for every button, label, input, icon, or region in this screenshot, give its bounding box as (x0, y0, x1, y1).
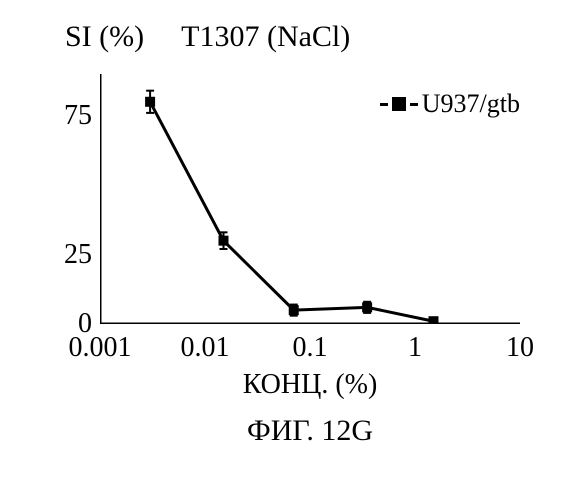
legend-marker-icon (392, 97, 406, 111)
legend-line-right (410, 103, 418, 106)
chart-container: SI (%) T1307 (NaCl) U937/gtb 02575 0.001… (50, 20, 530, 460)
plot-area: U937/gtb 02575 0.0010.010.1110 КОНЦ. (%)… (100, 64, 520, 324)
y-tick-label: 25 (64, 239, 92, 271)
figure-label: ФИГ. 12G (247, 414, 373, 448)
legend: U937/gtb (380, 89, 520, 119)
x-axis-label: КОНЦ. (%) (243, 369, 378, 401)
y-axis-title: SI (%) (65, 20, 144, 53)
chart-title: SI (%) T1307 (NaCl) (65, 20, 530, 54)
series-title: T1307 (NaCl) (181, 20, 350, 53)
x-tick-label: 1 (408, 332, 422, 364)
x-tick-label: 0.001 (69, 332, 132, 364)
legend-line-left (380, 103, 388, 106)
x-tick-label: 0.1 (293, 332, 328, 364)
legend-label: U937/gtb (422, 89, 520, 119)
y-tick-label: 75 (64, 100, 92, 132)
x-tick-label: 0.01 (181, 332, 230, 364)
x-tick-label: 10 (506, 332, 534, 364)
